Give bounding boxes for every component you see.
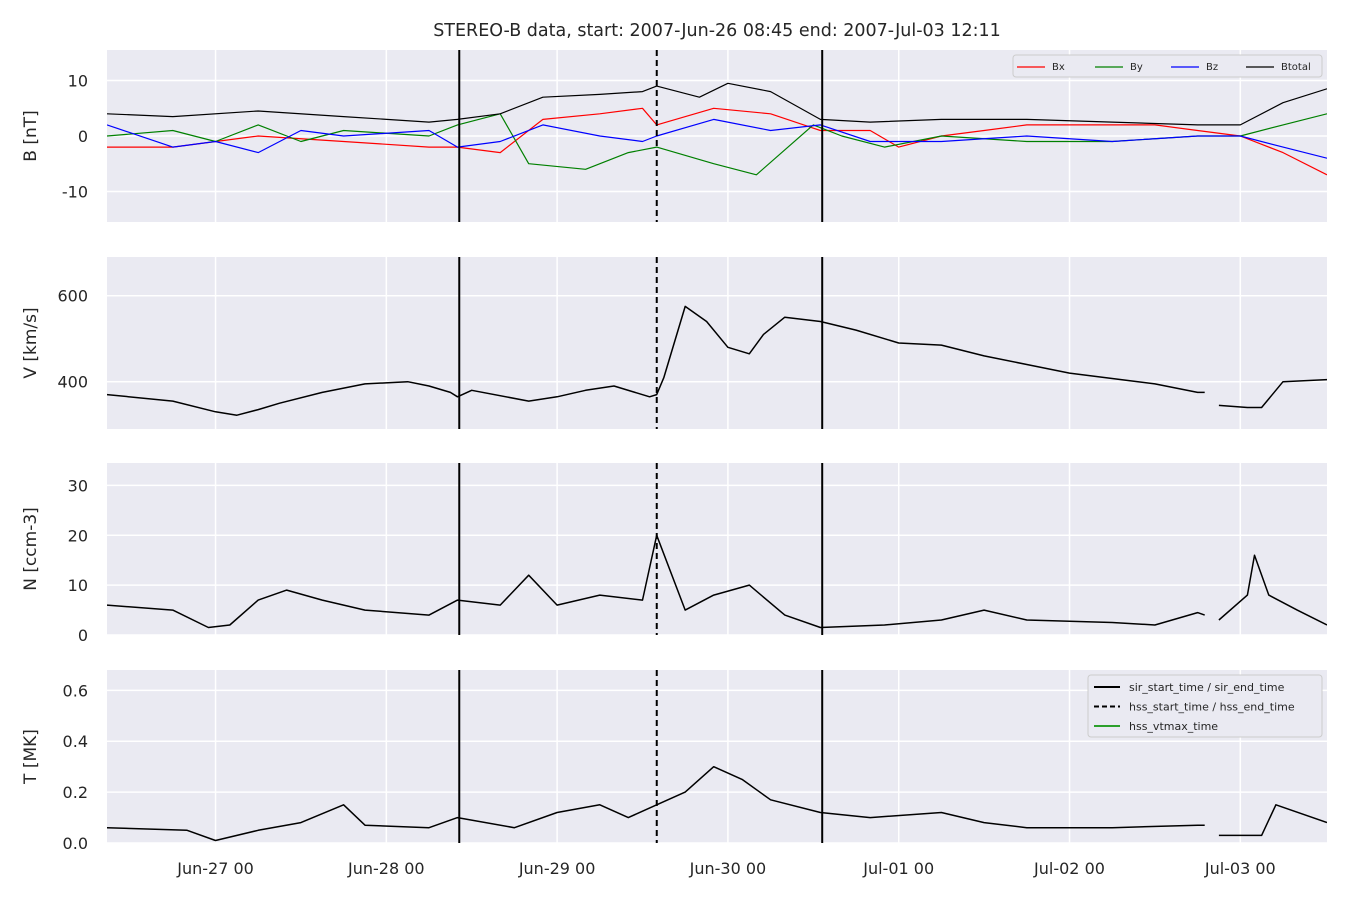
y-axis-label: N [ccm-3] bbox=[21, 507, 41, 591]
y-tick-label: 400 bbox=[57, 373, 88, 392]
panel-2: 0 10 20 30 N [ccm-3] bbox=[21, 463, 1327, 645]
x-tick-label: Jul-02 00 bbox=[1033, 859, 1105, 878]
x-tick-label: Jun-28 00 bbox=[347, 859, 425, 878]
y-axis-label: V [km/s] bbox=[21, 307, 41, 378]
series-line-t bbox=[107, 765, 1327, 842]
chart-title: STEREO-B data, start: 2007-Jun-26 08:45 … bbox=[433, 21, 1001, 41]
series-line-n bbox=[107, 534, 1327, 629]
legend-label: Btotal bbox=[1281, 62, 1311, 73]
legend-b: Bx By Bz Btotal bbox=[1012, 54, 1323, 78]
legend-label: Bz bbox=[1206, 62, 1218, 73]
x-tick-label: Jun-27 00 bbox=[176, 859, 254, 878]
y-tick-label: 0.6 bbox=[63, 681, 88, 700]
y-tick-label: 10 bbox=[68, 72, 88, 91]
legend-events: sir_start_time / sir_end_time hss_start_t… bbox=[1087, 674, 1323, 738]
y-tick-label: 20 bbox=[68, 526, 88, 545]
y-tick-label: 0.2 bbox=[63, 783, 88, 802]
plot-area bbox=[107, 463, 1327, 635]
y-tick-label: 0.4 bbox=[63, 732, 88, 751]
y-tick-label: 30 bbox=[68, 476, 88, 495]
legend-label: Bx bbox=[1052, 62, 1065, 73]
x-tick-label: Jun-29 00 bbox=[518, 859, 596, 878]
panel-3: 0.0 0.2 0.4 0.6 T [MK] sir_start_time / sir_e… bbox=[21, 670, 1327, 853]
panel-1: 400 600 V [km/s] bbox=[21, 257, 1327, 429]
legend-label: By bbox=[1130, 62, 1143, 73]
y-axis-label: B [nT] bbox=[21, 110, 41, 162]
legend-box bbox=[1087, 674, 1323, 738]
y-tick-label: 0 bbox=[78, 626, 88, 645]
x-tick-label: Jul-03 00 bbox=[1204, 859, 1276, 878]
series-line-bz bbox=[107, 118, 1327, 159]
y-tick-label: 10 bbox=[68, 576, 88, 595]
panel-0: -10 0 10 B [nT] Bx By Bz Btotal bbox=[21, 50, 1327, 222]
legend-label: sir_start_time / sir_end_time bbox=[1129, 681, 1285, 694]
y-tick-label: -10 bbox=[62, 182, 88, 201]
x-tick-label: Jul-01 00 bbox=[862, 859, 934, 878]
y-tick-label: 0.0 bbox=[63, 834, 88, 853]
legend-box bbox=[1012, 54, 1323, 78]
legend-label: hss_vtmax_time bbox=[1129, 720, 1218, 733]
y-axis-label: T [MK] bbox=[21, 729, 41, 785]
plot-area bbox=[107, 257, 1327, 429]
series-line-v bbox=[107, 305, 1327, 416]
y-tick-label: 600 bbox=[57, 287, 88, 306]
series-line-btotal bbox=[107, 82, 1327, 126]
series-line-bx bbox=[107, 107, 1327, 176]
x-tick-label: Jun-30 00 bbox=[689, 859, 767, 878]
legend-label: hss_start_time / hss_end_time bbox=[1129, 701, 1295, 714]
y-tick-label: 0 bbox=[78, 127, 88, 146]
